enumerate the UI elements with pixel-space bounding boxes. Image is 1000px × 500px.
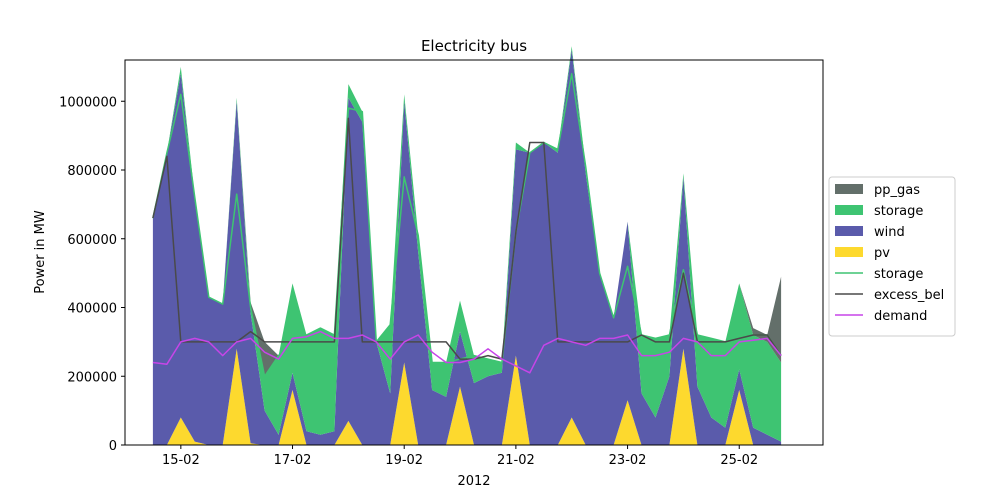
chart-title: Electricity bus <box>421 37 527 55</box>
x-tick-label: 19-02 <box>385 453 423 468</box>
legend-label: pp_gas <box>874 183 920 198</box>
y-axis-label: Power in MW <box>33 210 48 294</box>
line-storage <box>152 73 782 378</box>
y-tick-label: 600000 <box>67 233 117 248</box>
legend-label: pv <box>874 246 890 261</box>
x-axis: 15-02 17-02 19-02 21-02 23-02 25-02 <box>162 445 758 468</box>
legend-swatch-pv <box>835 247 863 257</box>
legend-label: wind <box>874 225 905 240</box>
x-tick-label: 25-02 <box>720 453 758 468</box>
area-pv <box>152 348 782 445</box>
x-axis-label: 2012 <box>457 474 490 489</box>
legend-label: demand <box>874 309 927 324</box>
x-tick-label: 17-02 <box>274 453 312 468</box>
x-tick-label: 23-02 <box>609 453 647 468</box>
line-excess-bel <box>152 117 782 360</box>
plot-areas <box>152 46 782 445</box>
x-tick-label: 15-02 <box>162 453 200 468</box>
legend-label: storage <box>874 204 923 219</box>
legend-label: excess_bel <box>874 288 944 303</box>
plot-lines <box>152 73 782 378</box>
legend-swatch-pp-gas <box>835 184 863 194</box>
legend-swatch-storage <box>835 205 863 215</box>
x-tick-label: 21-02 <box>497 453 535 468</box>
y-axis: 0 200000 400000 600000 800000 1000000 <box>59 95 125 454</box>
legend-swatch-wind <box>835 226 863 236</box>
line-demand <box>152 330 782 374</box>
area-storage <box>152 46 782 442</box>
plot-frame <box>124 59 824 446</box>
legend-box <box>828 176 956 337</box>
y-tick-label: 200000 <box>67 370 117 385</box>
y-tick-label: 800000 <box>67 164 117 179</box>
area-wind <box>152 49 782 445</box>
legend-label: storage <box>874 267 923 282</box>
y-tick-label: 400000 <box>67 302 117 317</box>
y-tick-label: 0 <box>109 439 117 454</box>
y-tick-label: 1000000 <box>59 95 117 110</box>
